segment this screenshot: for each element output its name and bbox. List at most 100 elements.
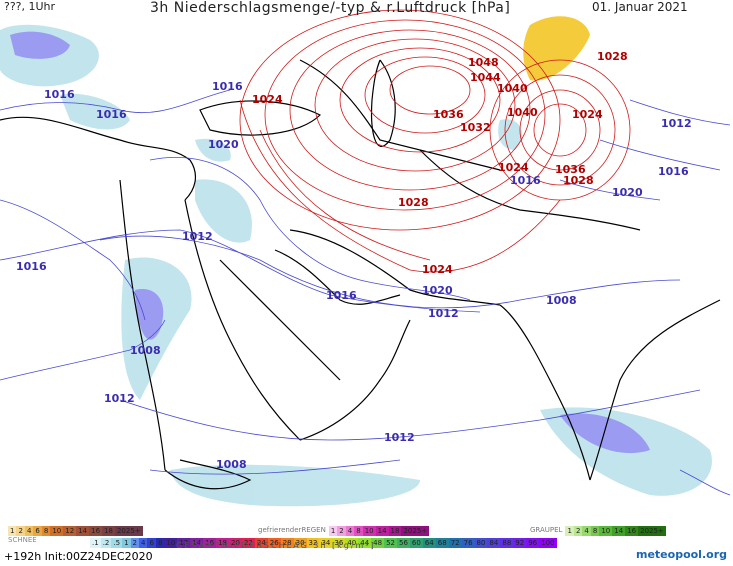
legend-swatch: 8 [155, 538, 165, 548]
isobar-label: 1008 [130, 344, 161, 357]
isobar-label: 1008 [546, 294, 577, 307]
isobar-label: 1008 [216, 458, 247, 471]
freezing-rain-scale: 1 2 4 8 10 14 18 2025+ [328, 526, 430, 536]
legend-freezing-rain: gefrierenderREGEN 1 2 4 8 10 14 18 2025+ [258, 526, 508, 536]
isobar-high-east-4 [533, 103, 587, 157]
legend-swatch: 92 [513, 538, 527, 548]
isobar-label: 1036 [555, 163, 586, 176]
precip-central-asia [498, 119, 523, 150]
precip-redsea-snow [135, 289, 164, 340]
isobar-high-east-3 [519, 89, 601, 171]
legend-swatch: 64 [422, 538, 436, 548]
isobar-low-1016-east [599, 139, 721, 171]
coast-africa-horn [164, 459, 252, 490]
legend-swatch: 32 [306, 538, 320, 548]
legend-total: .1.2.5 1 2 4 6 8 10 12 14 16 18 20 22 24 26 28 30 32 34 36 4… [90, 538, 650, 548]
isobar-label: 1012 [104, 392, 135, 405]
legend-swatch: 14 [76, 526, 90, 536]
isobars-high [239, 9, 631, 273]
isobar-low-1012-south [119, 389, 701, 441]
legend-swatch: 18 [216, 538, 230, 548]
isobar-high-west-7 [389, 65, 471, 115]
legend-swatch: 18 [102, 526, 115, 536]
legend-swatch: 1 [328, 526, 338, 536]
isobar-label: 1036 [433, 108, 464, 121]
legend-swatch: 56 [397, 538, 410, 548]
isobar-high-west-2 [264, 19, 546, 211]
legend-swatch: 34 [319, 538, 333, 548]
legend-swatch: 2 [16, 526, 25, 536]
isobar-low-1012-far [149, 459, 401, 475]
legend-swatch: 68 [435, 538, 449, 548]
graupel-northeast [523, 16, 590, 81]
isobar-label: 1028 [597, 50, 628, 63]
isobar-label: 1020 [422, 284, 453, 297]
isobar-high-west-3 [289, 29, 531, 191]
precip-balkans [60, 93, 130, 130]
legend-swatch: 40 [345, 538, 359, 548]
precip-indian-ocean-snow [560, 413, 650, 454]
isobar-low-1020-east [559, 179, 661, 201]
isobar-high-outer [239, 99, 561, 273]
legend-swatch: 1 [565, 526, 574, 536]
isobar-label: 1040 [497, 82, 528, 95]
isobar-label: 1028 [563, 174, 594, 187]
legend-swatch: 60 [409, 538, 423, 548]
isobar-low-1012-east [629, 99, 731, 126]
legend-swatch: 76 [461, 538, 475, 548]
legend-swatch: 2025+ [638, 526, 666, 536]
legend-swatch: .1 [90, 538, 101, 548]
legend-swatch: 30 [293, 538, 307, 548]
isobar-low-1008-east [679, 469, 731, 496]
isobar-label: 1028 [398, 196, 429, 209]
isobar-low-1020 [149, 157, 471, 301]
precip-levant [195, 179, 252, 243]
legend-swatch: 24 [254, 538, 268, 548]
isobar-high-outer-2 [259, 129, 431, 261]
coast-blacksea [199, 100, 322, 136]
legend-swatch: 2 [130, 538, 139, 548]
isobar-low-1012 [99, 235, 681, 309]
legend-swatch: 1 [122, 538, 131, 548]
coast-mediterranean [0, 116, 197, 201]
isobar-label: 1024 [252, 93, 283, 106]
legend-swatch: 16 [625, 526, 639, 536]
coast-gulf [274, 249, 401, 305]
isobar-label: 1024 [422, 263, 453, 276]
isobar-high-west-4 [314, 38, 516, 172]
legend-swatch: 52 [384, 538, 397, 548]
isobar-label: 1024 [498, 161, 529, 174]
init-time: +192h Init:00Z24DEC2020 [4, 550, 153, 563]
legend-swatch: 10 [362, 526, 376, 536]
legend-swatch: 96 [526, 538, 540, 548]
legend-swatch: 84 [487, 538, 501, 548]
legend-swatch: 4 [345, 526, 355, 536]
coastlines [0, 59, 721, 490]
legend-swatch: .2 [100, 538, 112, 548]
isobar-high-west-6 [364, 56, 486, 134]
legend-swatch: 8 [590, 526, 600, 536]
legend-swatch: 2 [573, 526, 583, 536]
coast-india-west [499, 304, 591, 481]
legend-swatch: 6 [33, 526, 42, 536]
isobar-label: 1024 [572, 108, 603, 121]
isobar-label: 1016 [212, 80, 243, 93]
legend-swatch: 12 [63, 526, 77, 536]
isobar-high-west-1 [239, 9, 561, 231]
isobar-label: 1012 [384, 431, 415, 444]
snow-label: SCHNEE [8, 536, 37, 544]
isobar-label: 1020 [612, 186, 643, 199]
legend-swatch: 10 [164, 538, 178, 548]
legend-swatch: 4 [582, 526, 591, 536]
legend-swatch: 100 [539, 538, 557, 548]
graupel-label: GRAUPEL [530, 526, 563, 534]
legend-swatch: 20 [229, 538, 242, 548]
isobar-label: 1016 [658, 165, 689, 178]
legend-swatch: 10 [50, 526, 64, 536]
isobars-low [0, 89, 731, 496]
legend-swatch: 88 [500, 538, 514, 548]
legend-swatch: 4 [24, 526, 34, 536]
isobar-low-1016-mid [0, 229, 481, 313]
isobar-low-1008 [0, 319, 166, 381]
precip-turkey [195, 138, 231, 162]
